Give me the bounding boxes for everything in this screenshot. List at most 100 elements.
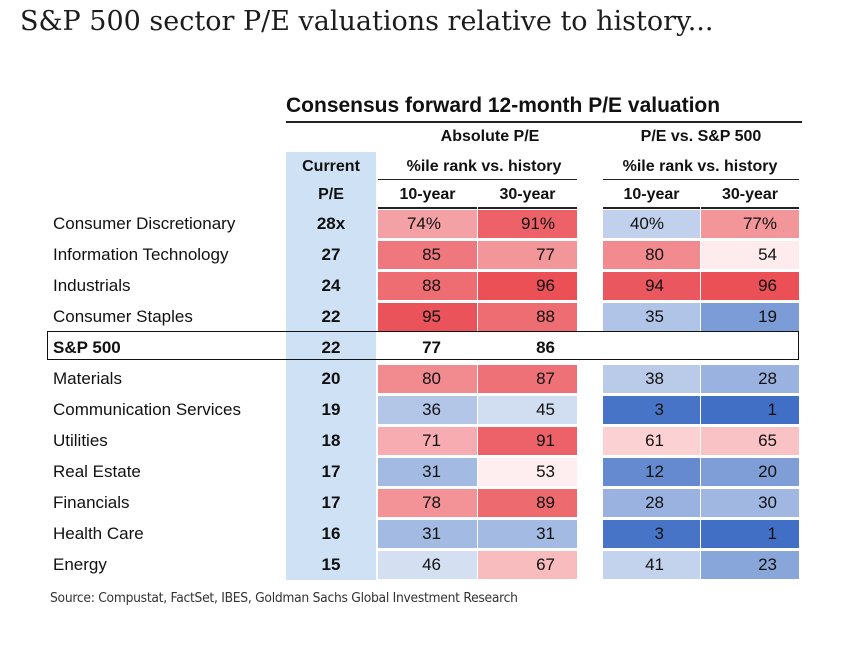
percentile-value: 78: [422, 493, 441, 512]
percentile-cell-abs10: 46: [378, 551, 477, 579]
percentile-cell-rel10: 28: [603, 489, 700, 517]
current-pe-cell: 19: [321, 400, 341, 419]
percentile-value: 45: [536, 400, 555, 419]
percentile-value: 91: [536, 431, 555, 450]
percentile-cell-abs30: 96: [478, 272, 577, 300]
percentile-cell-abs10: 78: [378, 489, 477, 517]
row-label: Energy: [53, 555, 107, 574]
percentile-value: 28: [758, 369, 777, 388]
row-label: Consumer Discretionary: [53, 214, 236, 233]
header-rule-absolute: [378, 179, 577, 180]
percentile-value: 88: [422, 276, 441, 295]
col-rule-abs-10y: [378, 207, 477, 209]
percentile-cell-rel10: 12: [603, 458, 700, 486]
percentile-cell-rel30: 65: [701, 427, 799, 455]
percentile-cell-abs30: 31: [478, 520, 577, 548]
current-pe-cell: 17: [321, 493, 341, 512]
row-label: Utilities: [53, 431, 108, 450]
percentile-value: 74%: [406, 214, 441, 233]
col-rule-rel-10y: [603, 207, 700, 209]
current-pe-cell: 17: [321, 462, 341, 481]
percentile-value: 3: [654, 400, 664, 419]
row-label: Industrials: [53, 276, 131, 295]
percentile-value: 65: [758, 431, 777, 450]
percentile-cell-abs30: 88: [478, 303, 577, 331]
current-pe-band: [286, 152, 376, 580]
percentile-value: 80: [645, 245, 664, 264]
percentile-cell-abs10: 71: [378, 427, 477, 455]
percentile-value: 36: [422, 400, 441, 419]
percentile-value: 23: [758, 555, 777, 574]
percentile-value: 12: [645, 462, 664, 481]
percentile-value: 77: [422, 338, 441, 357]
header-current: Current: [302, 158, 360, 175]
percentile-cell-abs10: 80: [378, 365, 477, 393]
percentile-value: 31: [422, 524, 441, 543]
percentile-value: 95: [422, 307, 441, 326]
percentile-cell-abs10: 85: [378, 241, 477, 269]
current-pe-cell: 27: [321, 245, 341, 264]
percentile-cell-abs10: 36: [378, 396, 477, 424]
percentile-cell-rel30: 19: [701, 303, 799, 331]
percentile-cell-abs30: 89: [478, 489, 577, 517]
percentile-value: 96: [536, 276, 555, 295]
source-note: Source: Compustat, FactSet, IBES, Goldma…: [50, 591, 518, 606]
percentile-cell-abs10: 31: [378, 520, 477, 548]
percentile-cell-rel10: 40%: [603, 210, 700, 238]
slide-title: S&P 500 sector P/E valuations relative t…: [20, 6, 714, 37]
percentile-cell-rel10: 41: [603, 551, 700, 579]
percentile-value: 94: [645, 276, 664, 295]
header-rel-30y: 30-year: [721, 186, 779, 203]
percentile-cell-rel30: 30: [701, 489, 799, 517]
percentile-value: 19: [758, 307, 777, 326]
row-label: Communication Services: [53, 400, 242, 419]
percentile-cell-abs30: 53: [478, 458, 577, 486]
percentile-cell-abs30: 91%: [478, 210, 577, 238]
percentile-cell-abs30: 67: [478, 551, 577, 579]
current-pe-cell: 18: [321, 431, 341, 450]
row-label: Real Estate: [53, 462, 141, 481]
row-label: Financials: [53, 493, 130, 512]
percentile-cell-abs30: 87: [478, 365, 577, 393]
percentile-value: 77%: [742, 214, 777, 233]
percentile-cell-rel30: 20: [701, 458, 799, 486]
percentile-value: 77: [536, 245, 555, 264]
percentile-cell-rel10: 38: [603, 365, 700, 393]
percentile-cell-rel30: 1: [701, 396, 799, 424]
percentile-value: 71: [422, 431, 441, 450]
table-title: Consensus forward 12-month P/E valuation: [286, 94, 721, 117]
col-rule-abs-30y: [478, 207, 577, 209]
percentile-cell-rel30: 28: [701, 365, 799, 393]
percentile-value: 31: [422, 462, 441, 481]
percentile-value: 85: [422, 245, 441, 264]
percentile-value: 20: [758, 462, 777, 481]
percentile-cell-rel30: 23: [701, 551, 799, 579]
row-label: Health Care: [53, 524, 144, 543]
percentile-cell-rel10: 94: [603, 272, 700, 300]
percentile-value: 88: [536, 307, 555, 326]
percentile-cell-abs10: 74%: [378, 210, 477, 238]
percentile-value: 86: [536, 338, 555, 357]
percentile-value: 1: [767, 400, 777, 419]
header-rank-absolute: %ile rank vs. history: [406, 158, 562, 175]
percentile-value: 41: [645, 555, 664, 574]
percentile-cell-abs30: 45: [478, 396, 577, 424]
percentile-value: 1: [767, 524, 777, 543]
percentile-value: 30: [758, 493, 777, 512]
percentile-value: 61: [645, 431, 664, 450]
header-abs-10y: 10-year: [399, 186, 456, 203]
current-pe-cell: 16: [321, 524, 341, 543]
sp500-highlight-box: [47, 331, 799, 360]
percentile-value: 87: [536, 369, 555, 388]
percentile-cell-rel10: 3: [603, 520, 700, 548]
current-pe-cell: 24: [321, 276, 341, 295]
percentile-cell-abs10: 95: [378, 303, 477, 331]
row-label: Materials: [53, 369, 122, 388]
percentile-value: 67: [536, 555, 555, 574]
header-rank-relative: %ile rank vs. history: [622, 158, 778, 175]
table-title-rule: [286, 121, 802, 123]
row-label: S&P 500: [53, 338, 121, 357]
percentile-cell-rel30: 96: [701, 272, 799, 300]
percentile-cell-abs30: 77: [478, 241, 577, 269]
percentile-value: 91%: [520, 214, 555, 233]
